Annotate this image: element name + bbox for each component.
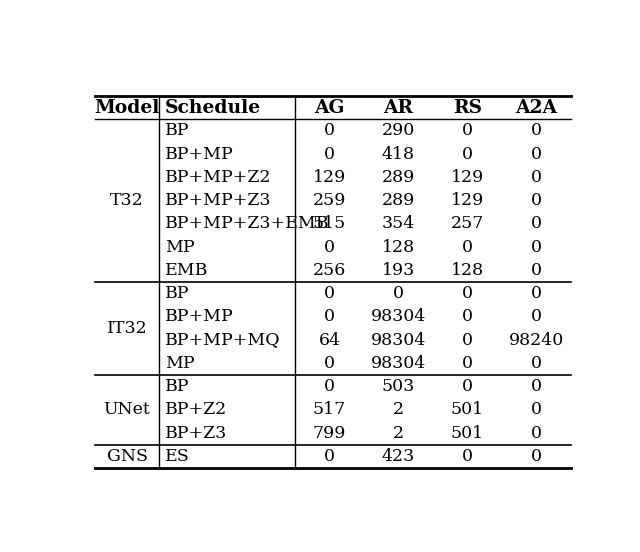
Text: 0: 0 [324,238,335,256]
Text: GNS: GNS [106,448,148,465]
Text: 0: 0 [324,355,335,372]
Text: 98240: 98240 [509,332,564,349]
Text: Schedule: Schedule [165,99,261,116]
Text: 0: 0 [531,378,542,395]
Text: 98304: 98304 [371,309,426,325]
Text: 0: 0 [324,378,335,395]
Text: 0: 0 [324,285,335,302]
Text: 0: 0 [531,192,542,209]
Text: 0: 0 [531,238,542,256]
Text: 2: 2 [393,424,404,442]
Text: 289: 289 [382,192,415,209]
Text: AG: AG [314,99,344,116]
Text: 128: 128 [382,238,415,256]
Text: ES: ES [165,448,190,465]
Text: Model: Model [94,99,160,116]
Text: BP: BP [165,378,189,395]
Text: 0: 0 [462,332,473,349]
Text: 289: 289 [382,169,415,186]
Text: 128: 128 [451,262,484,279]
Text: 503: 503 [382,378,415,395]
Text: 129: 129 [451,192,484,209]
Text: 501: 501 [451,401,484,418]
Text: 64: 64 [318,332,340,349]
Text: 0: 0 [393,285,404,302]
Text: BP+Z3: BP+Z3 [165,424,227,442]
Text: 193: 193 [382,262,415,279]
Text: 0: 0 [531,355,542,372]
Text: 515: 515 [313,215,346,232]
Text: 0: 0 [324,146,335,163]
Text: 0: 0 [462,285,473,302]
Text: IT32: IT32 [107,320,147,337]
Text: 129: 129 [313,169,346,186]
Text: 0: 0 [462,309,473,325]
Text: 0: 0 [531,146,542,163]
Text: 0: 0 [531,448,542,465]
Text: 0: 0 [531,123,542,140]
Text: 799: 799 [313,424,346,442]
Text: BP: BP [165,123,189,140]
Text: 0: 0 [462,146,473,163]
Text: 256: 256 [313,262,346,279]
Text: 423: 423 [382,448,415,465]
Text: T32: T32 [110,192,144,209]
Text: 0: 0 [531,169,542,186]
Text: RS: RS [453,99,482,116]
Text: 0: 0 [531,262,542,279]
Text: 257: 257 [451,215,484,232]
Text: BP+MP+Z3+EMB: BP+MP+Z3+EMB [165,215,330,232]
Text: 2: 2 [393,401,404,418]
Text: BP+MP+Z3: BP+MP+Z3 [165,192,271,209]
Text: 354: 354 [382,215,415,232]
Text: 501: 501 [451,424,484,442]
Text: UNet: UNet [104,401,150,418]
Text: 98304: 98304 [371,332,426,349]
Text: EMB: EMB [165,262,209,279]
Text: 0: 0 [462,355,473,372]
Text: 98304: 98304 [371,355,426,372]
Text: 0: 0 [462,378,473,395]
Text: 0: 0 [324,309,335,325]
Text: BP+MP+MQ: BP+MP+MQ [165,332,281,349]
Text: 259: 259 [313,192,346,209]
Text: 0: 0 [462,123,473,140]
Text: 0: 0 [531,401,542,418]
Text: 0: 0 [324,448,335,465]
Text: 0: 0 [531,285,542,302]
Text: 0: 0 [324,123,335,140]
Text: 517: 517 [313,401,346,418]
Text: 0: 0 [531,215,542,232]
Text: 129: 129 [451,169,484,186]
Text: BP+Z2: BP+Z2 [165,401,227,418]
Text: 290: 290 [382,123,415,140]
Text: AR: AR [383,99,413,116]
Text: MP: MP [165,355,195,372]
Text: 418: 418 [382,146,415,163]
Text: 0: 0 [462,238,473,256]
Text: 0: 0 [462,448,473,465]
Text: 0: 0 [531,309,542,325]
Text: BP+MP+Z2: BP+MP+Z2 [165,169,271,186]
Text: A2A: A2A [515,99,557,116]
Text: BP: BP [165,285,189,302]
Text: MP: MP [165,238,195,256]
Text: BP+MP: BP+MP [165,146,234,163]
Text: 0: 0 [531,424,542,442]
Text: BP+MP: BP+MP [165,309,234,325]
